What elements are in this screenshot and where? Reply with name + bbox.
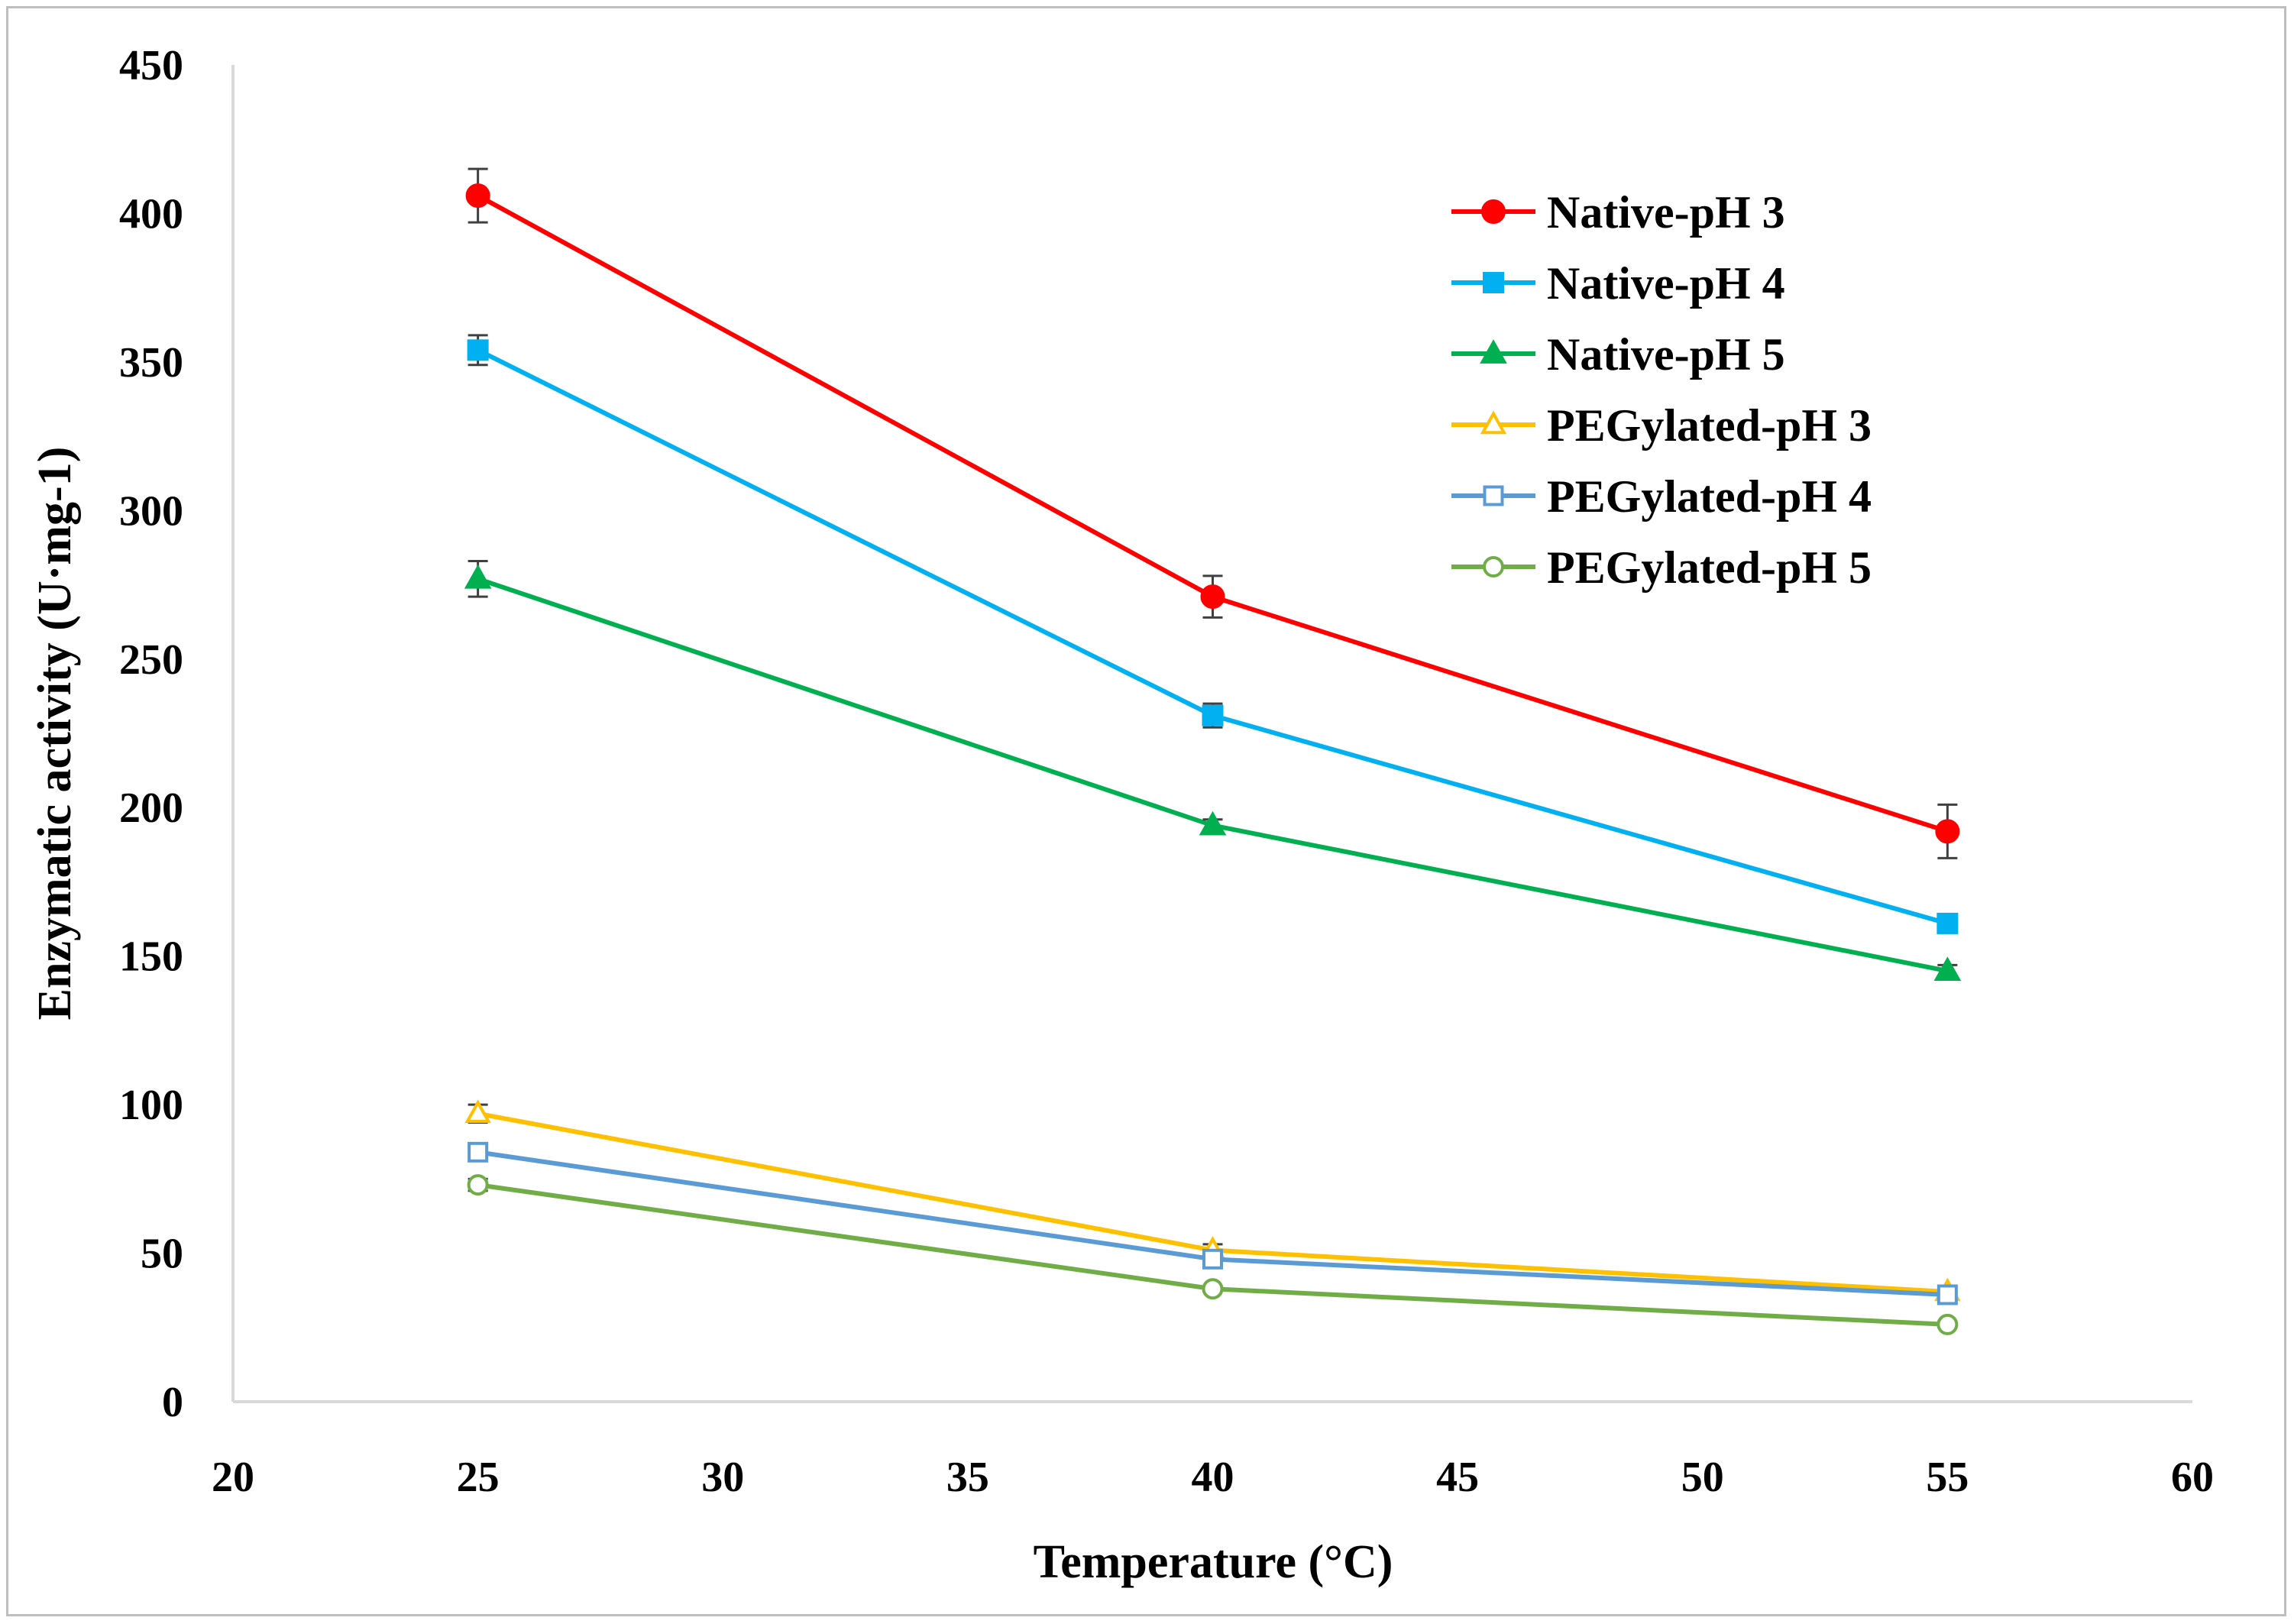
y-tick-label: 350 (119, 339, 183, 387)
series-native-ph-4 (467, 334, 1959, 934)
legend-triangle-marker (1480, 410, 1507, 435)
legend-label: Native-pH 4 (1547, 258, 1785, 309)
x-tick-label: 40 (1192, 1454, 1234, 1501)
x-tick-label: 45 (1436, 1454, 1479, 1501)
data-point-circle-marker (1936, 1313, 1959, 1335)
x-tick-label: 20 (212, 1454, 254, 1501)
data-point-circle-marker (1200, 584, 1225, 610)
y-tick-label: 150 (119, 933, 183, 981)
data-point-square-marker (1936, 1284, 1958, 1305)
y-tick-label: 450 (119, 42, 183, 89)
legend-circle-marker (1481, 199, 1506, 224)
x-tick-label: 60 (2171, 1454, 2214, 1501)
y-tick-label: 300 (119, 487, 183, 535)
series-native-ph-3 (465, 167, 1960, 859)
data-point-triangle-marker (1199, 810, 1227, 836)
data-point-triangle-marker (464, 564, 492, 589)
data-point-square-marker (1202, 1248, 1223, 1270)
data-point-circle-marker (1202, 1278, 1224, 1300)
data-point-circle-marker (465, 183, 490, 209)
series-line (477, 1150, 1948, 1297)
legend-label: Native-pH 5 (1547, 329, 1785, 380)
series-native-ph-5 (464, 559, 1962, 982)
legend-item: Native-pH 5 (1451, 329, 1785, 380)
x-tick-label: 30 (701, 1454, 744, 1501)
x-tick-label: 50 (1681, 1454, 1724, 1501)
legend-square-marker (1483, 272, 1504, 293)
x-tick-label: 55 (1926, 1454, 1969, 1501)
series-pegylated-ph-4 (468, 1141, 1958, 1305)
data-point-square-marker (468, 1141, 489, 1163)
y-tick-label: 50 (141, 1231, 183, 1278)
x-tick-labels: 20 25 30 35 40 45 50 55 60 (212, 1454, 2214, 1501)
x-tick-label: 25 (457, 1454, 500, 1501)
y-tick-label: 0 (162, 1379, 183, 1426)
legend-item: Native-pH 3 (1451, 187, 1785, 238)
series-pegylated-ph-3 (464, 1099, 1961, 1302)
x-axis-title: Temperature (°C) (1034, 1536, 1393, 1588)
legend-label: PEGylated-pH 5 (1547, 542, 1872, 593)
series-pegylated-ph-5 (467, 1174, 1959, 1335)
y-tick-label: 400 (119, 190, 183, 238)
x-tick-label: 35 (946, 1454, 989, 1501)
data-point-square-marker (467, 339, 489, 361)
data-point-circle-marker (1935, 819, 1960, 844)
data-point-triangle-marker (464, 1099, 491, 1123)
legend-label: Native-pH 3 (1547, 187, 1785, 238)
legend: Native-pH 3 Native-pH 4 Native-pH 5 PEGylat… (1451, 187, 1872, 593)
legend-label: PEGylated-pH 4 (1547, 471, 1872, 522)
legend-item: PEGylated-pH 5 (1451, 542, 1872, 593)
legend-circle-marker (1483, 556, 1504, 577)
data-point-square-marker (1936, 912, 1959, 934)
y-tick-label: 250 (119, 636, 183, 684)
legend-triangle-marker (1480, 339, 1507, 364)
series-layer (464, 167, 1962, 1335)
legend-square-marker (1483, 485, 1504, 506)
data-point-square-marker (1202, 704, 1224, 726)
legend-label: PEGylated-pH 3 (1547, 400, 1872, 451)
data-point-circle-marker (467, 1174, 489, 1196)
series-line (477, 576, 1948, 974)
chart-frame (6, 6, 2286, 1616)
y-tick-label: 200 (119, 785, 183, 832)
y-tick-label: 100 (119, 1082, 183, 1129)
legend-item: PEGylated-pH 3 (1451, 400, 1872, 451)
y-axis-title: Enzymatic activity (U·mg-1) (29, 447, 81, 1021)
y-tick-labels: 0 50 100 150 200 250 300 350 400 450 (119, 42, 183, 1426)
axes (231, 65, 2192, 1403)
data-point-triangle-marker (1933, 956, 1962, 982)
legend-item: Native-pH 4 (1451, 258, 1785, 309)
legend-item: PEGylated-pH 4 (1451, 471, 1872, 522)
